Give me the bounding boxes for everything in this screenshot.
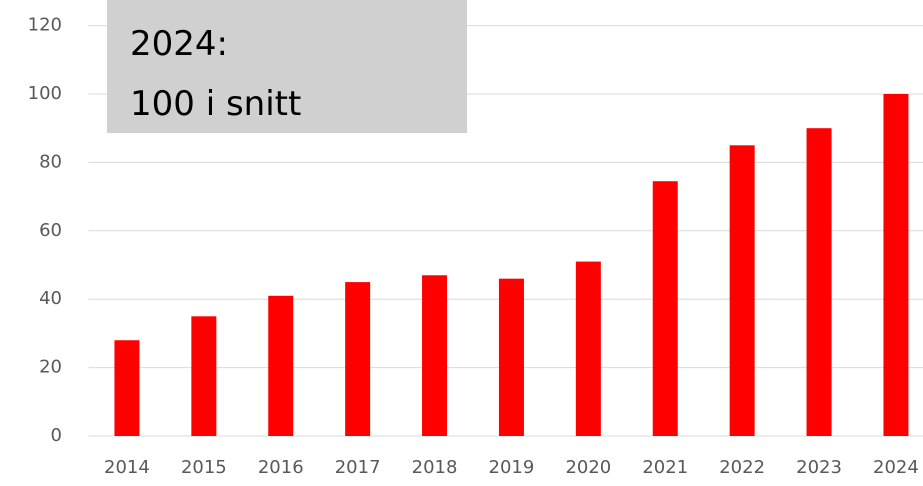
x-tick-label: 2023	[796, 457, 842, 478]
x-tick-label: 2022	[719, 457, 765, 478]
annotation-line: 100 i snitt	[130, 84, 301, 124]
y-tick-label: 20	[39, 357, 62, 378]
x-tick-label: 2024	[873, 457, 919, 478]
bar	[729, 145, 755, 437]
bar	[652, 181, 678, 436]
bar	[422, 275, 448, 436]
labels: 0 20 40 60 80 100 120 2014 2015 2016 2017 2018 2019 2…	[28, 15, 919, 478]
annotation-box	[107, 0, 467, 133]
bar	[806, 128, 832, 436]
bars	[114, 94, 909, 437]
x-tick-label: 2019	[489, 457, 535, 478]
bar	[268, 295, 294, 436]
x-tick-label: 2014	[104, 457, 150, 478]
x-tick-label: 2016	[258, 457, 304, 478]
x-tick-label: 2017	[335, 457, 381, 478]
y-tick-label: 120	[28, 15, 62, 36]
bar	[114, 340, 140, 436]
x-tick-label: 2015	[181, 457, 227, 478]
y-tick-label: 60	[39, 220, 62, 241]
y-tick-label: 0	[51, 425, 62, 446]
bar	[575, 261, 601, 436]
bar	[191, 316, 217, 436]
y-tick-label: 100	[28, 83, 62, 104]
bar	[883, 94, 909, 436]
bar	[345, 282, 371, 436]
x-tick-label: 2021	[642, 457, 688, 478]
x-tick-label: 2020	[565, 457, 611, 478]
y-tick-label: 40	[39, 288, 62, 309]
x-tick-label: 2018	[412, 457, 458, 478]
y-tick-label: 80	[39, 151, 62, 172]
bar	[498, 278, 524, 436]
annotation-line: 2024:	[130, 24, 228, 64]
